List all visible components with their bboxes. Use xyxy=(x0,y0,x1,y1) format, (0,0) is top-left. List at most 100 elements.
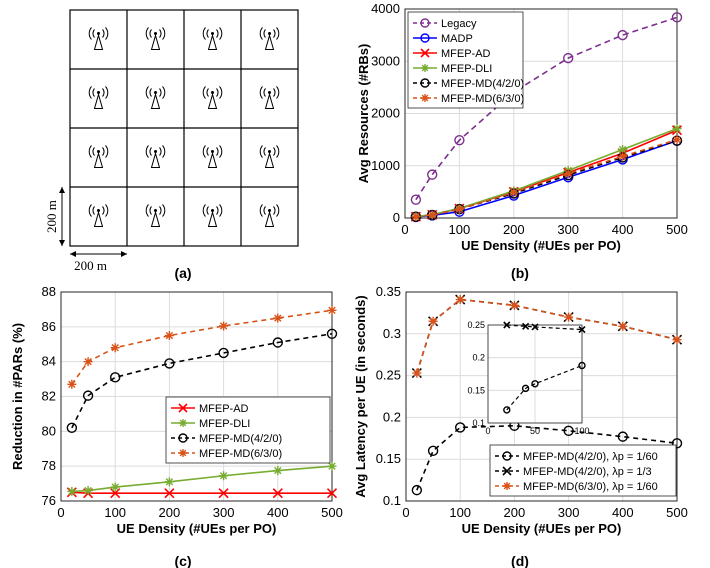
antenna-wave xyxy=(217,30,219,38)
antenna-tip xyxy=(97,150,100,153)
antenna-wave xyxy=(220,28,222,40)
y-tick-label: 0.3 xyxy=(383,326,401,341)
antenna-tip xyxy=(268,91,271,94)
data-point xyxy=(503,482,511,490)
x-tick-label: 100 xyxy=(449,505,471,520)
antenna-tip xyxy=(97,32,100,35)
caption-d: (d) xyxy=(511,553,529,568)
antenna-wave xyxy=(207,89,209,97)
antenna-wave xyxy=(163,28,165,40)
data-point xyxy=(618,322,627,331)
antenna-wave xyxy=(217,89,219,97)
data-point xyxy=(421,64,429,72)
antenna-wave xyxy=(89,146,91,158)
antenna-mast xyxy=(152,154,160,168)
chart-d: 0 100 200 300 400 5000.10.150.20.250.30.35UE … xyxy=(353,284,688,536)
y-tick-label: 80 xyxy=(42,423,56,438)
y-tick-label: 84 xyxy=(42,354,56,369)
x-axis-label: UE Density (#UEs per PO) xyxy=(117,521,277,536)
y-tick-label: 0 xyxy=(393,210,400,225)
antenna-wave xyxy=(106,87,108,99)
antenna-wave xyxy=(103,30,105,38)
antenna-mast xyxy=(152,36,160,50)
antenna-icon xyxy=(146,146,165,168)
antenna-wave xyxy=(260,146,262,158)
antenna-tip xyxy=(211,150,214,153)
antenna-wave xyxy=(217,148,219,156)
arrowhead xyxy=(121,251,127,257)
inset-y-tick-label: 0.1 xyxy=(472,418,485,428)
x-tick-label: 200 xyxy=(159,505,181,520)
data-point xyxy=(455,205,464,214)
x-tick-label: 300 xyxy=(558,505,580,520)
antenna-wave xyxy=(150,89,152,97)
inset-x-tick-label: 100 xyxy=(574,426,589,436)
antenna-icon xyxy=(89,205,108,227)
antenna-mast xyxy=(266,95,274,109)
x-axis-label: UE Density (#UEs per PO) xyxy=(462,521,622,536)
antenna-mast xyxy=(266,36,274,50)
antenna-mast xyxy=(95,213,103,227)
x-tick-label: 500 xyxy=(666,505,688,520)
caption-b: (b) xyxy=(511,265,529,281)
antenna-mast xyxy=(266,154,274,168)
antenna-wave xyxy=(160,30,162,38)
y-tick-label: 0.25 xyxy=(376,368,401,383)
y-tick-label: 86 xyxy=(42,319,56,334)
antenna-wave xyxy=(277,28,279,40)
antenna-wave xyxy=(274,30,276,38)
antenna-wave xyxy=(93,89,95,97)
data-point xyxy=(84,357,93,366)
data-point xyxy=(618,152,627,161)
antenna-wave xyxy=(150,207,152,215)
antenna-wave xyxy=(89,205,91,217)
chart-b: 0 100 200 300 400 500 0 1000 2000 3000 4000 UE Dens… xyxy=(356,1,688,253)
antenna-icon xyxy=(260,205,279,227)
antenna-wave xyxy=(146,87,148,99)
caption-c: (c) xyxy=(174,553,191,568)
antenna-wave xyxy=(260,205,262,217)
antenna-wave xyxy=(203,146,205,158)
data-point xyxy=(564,313,573,322)
data-point xyxy=(219,321,228,330)
y-tick-label: 0.15 xyxy=(376,451,401,466)
legend-label: MFEP-MD(6/3/0) xyxy=(441,93,524,105)
series-line xyxy=(72,492,332,493)
antenna-wave xyxy=(106,28,108,40)
antenna-wave xyxy=(106,205,108,217)
antenna-wave xyxy=(220,146,222,158)
panel-a-grid: 200 m 200 m xyxy=(44,10,298,273)
legend-label: MFEP-MD(4/2/0) xyxy=(441,78,524,90)
data-point xyxy=(421,94,429,102)
y-tick-label: 1000 xyxy=(371,158,400,173)
antenna-wave xyxy=(103,207,105,215)
data-point xyxy=(456,295,465,304)
antenna-tip xyxy=(268,32,271,35)
antenna-wave xyxy=(274,89,276,97)
caption-a: (a) xyxy=(174,265,191,281)
y-tick-label: 82 xyxy=(42,389,56,404)
x-tick-label: 200 xyxy=(503,222,525,237)
chart-c: 0 100 200 300 400 50076788082848688UE Density… xyxy=(10,284,343,536)
data-point xyxy=(219,471,228,480)
antenna-wave xyxy=(220,205,222,217)
antenna-icon xyxy=(260,28,279,50)
antenna-wave xyxy=(160,148,162,156)
x-tick-label: 0 xyxy=(402,505,409,520)
arrowhead xyxy=(59,240,65,246)
x-tick-label: 500 xyxy=(321,505,343,520)
x-tick-label: 300 xyxy=(213,505,235,520)
antenna-tip xyxy=(268,150,271,153)
inset-y-tick-label: 0.15 xyxy=(467,385,485,395)
data-point xyxy=(165,477,174,486)
x-tick-label: 400 xyxy=(612,222,634,237)
y-tick-label: 3000 xyxy=(371,53,400,68)
data-point xyxy=(273,466,282,475)
antenna-wave xyxy=(146,146,148,158)
antenna-icon xyxy=(146,28,165,50)
antenna-icon xyxy=(203,205,222,227)
antenna-icon xyxy=(203,146,222,168)
arrowhead xyxy=(70,251,76,257)
x-tick-label: 400 xyxy=(612,505,634,520)
